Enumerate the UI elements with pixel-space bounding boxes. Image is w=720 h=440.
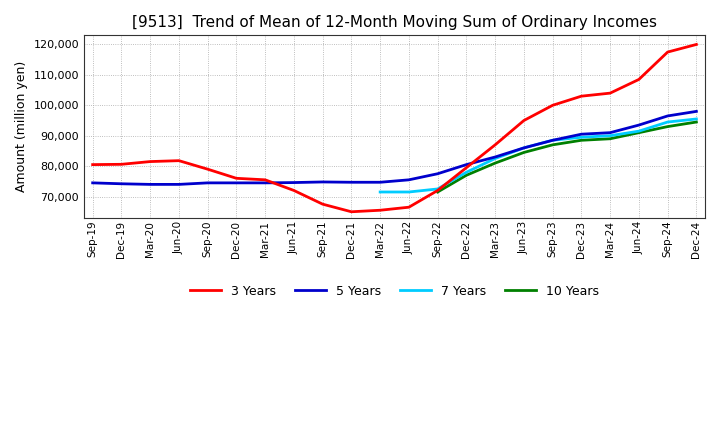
Title: [9513]  Trend of Mean of 12-Month Moving Sum of Ordinary Incomes: [9513] Trend of Mean of 12-Month Moving … xyxy=(132,15,657,30)
Y-axis label: Amount (million yen): Amount (million yen) xyxy=(15,61,28,192)
Legend: 3 Years, 5 Years, 7 Years, 10 Years: 3 Years, 5 Years, 7 Years, 10 Years xyxy=(185,280,604,303)
